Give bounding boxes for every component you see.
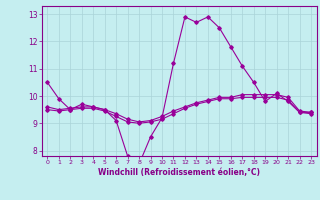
X-axis label: Windchill (Refroidissement éolien,°C): Windchill (Refroidissement éolien,°C) xyxy=(98,168,260,177)
